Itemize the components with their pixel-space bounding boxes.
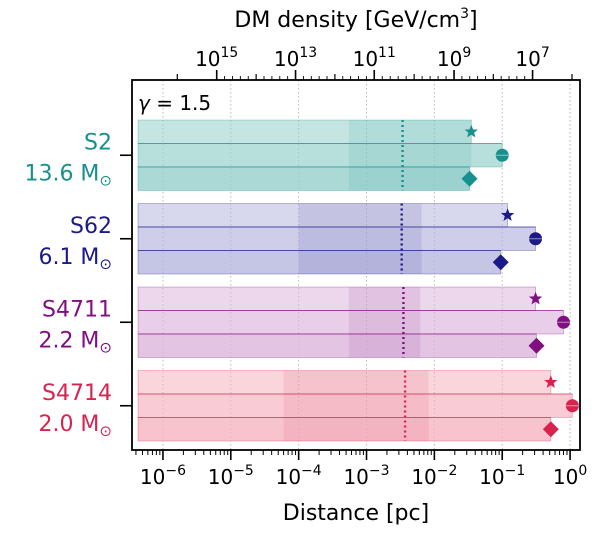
x2-tick-label-4: 107 <box>515 45 549 71</box>
s4711-bar-star <box>137 286 536 311</box>
s62-star-marker <box>500 208 515 221</box>
x-tick-label-3: 10−3 <box>343 463 389 489</box>
s62-diamond-marker <box>492 254 509 271</box>
s4711-star-marker <box>528 291 543 305</box>
s4714-star-marker <box>544 375 558 388</box>
x-tick-label-exp: −5 <box>233 463 254 479</box>
s4714-diamond-marker <box>542 421 559 438</box>
s4711-diamond-marker <box>528 337 545 354</box>
star-mass-symbol: ⊙ <box>99 171 112 189</box>
x2-tick-label-base: 10 <box>515 47 540 71</box>
x2-tick-label-exp: 13 <box>299 45 317 61</box>
star-mass-symbol: ⊙ <box>99 422 112 440</box>
x-tick-label-base: 10 <box>553 465 578 489</box>
s62-inner-range <box>298 203 422 274</box>
star-mass-s62: 6.1 M⊙ <box>38 245 112 273</box>
star-group-s4711 <box>402 287 571 358</box>
x-axis-label: Distance [pc] <box>283 501 429 526</box>
star-group-s2 <box>401 120 509 191</box>
labels-layer: Distance [pc] DM density [GeV/cm3] γ = 1… <box>138 6 478 526</box>
star-mass-s4711: 2.2 M⊙ <box>38 328 112 356</box>
x2-tick-label-2: 1011 <box>353 45 396 71</box>
x-tick-label-exp: −1 <box>505 463 526 479</box>
star-mass-s2: 13.6 M⊙ <box>24 161 112 189</box>
x2-tick-label-0: 1015 <box>195 45 238 71</box>
x2-axis-label: DM density [GeV/cm3] <box>234 6 477 33</box>
star-mass-value: 2.2 M <box>38 328 99 353</box>
s2-inner-range <box>348 120 472 191</box>
bands-layer <box>137 119 573 442</box>
x-tick-label-base: 10 <box>343 465 368 489</box>
star-mass-value: 6.1 M <box>38 245 99 270</box>
s2-diamond-marker <box>461 170 478 187</box>
s4711-bar-diamond <box>137 333 537 358</box>
star-name-s2: S2 <box>84 130 112 155</box>
x-tick-label-exp: −3 <box>369 463 390 479</box>
x-tick-label-5: 10−1 <box>479 463 525 489</box>
star-mass-s4714: 2.0 M⊙ <box>38 412 112 440</box>
x2-tick-label-3: 109 <box>437 45 471 71</box>
x-tick-label-exp: −2 <box>437 463 458 479</box>
star-group-s62 <box>400 203 543 274</box>
x-tick-label-6: 100 <box>553 463 587 489</box>
x-tick-label-4: 10−2 <box>411 463 457 489</box>
x2-tick-label-base: 10 <box>353 47 378 71</box>
x2-tick-label-exp: 15 <box>221 45 239 61</box>
x-tick-label-base: 10 <box>208 465 233 489</box>
gamma-annotation: γ = 1.5 <box>138 91 211 115</box>
x2-tick-label-exp: 11 <box>378 45 396 61</box>
x2-axis-label-end: ] <box>469 8 478 33</box>
x-tick-label-1: 10−5 <box>208 463 254 489</box>
gamma-value: = 1.5 <box>150 91 211 115</box>
gamma-symbol: γ <box>138 91 151 115</box>
x-tick-label-0: 10−6 <box>140 463 186 489</box>
x2-tick-label-base: 10 <box>437 47 462 71</box>
star-mass-value: 13.6 M <box>24 161 99 186</box>
x2-tick-label-base: 10 <box>195 47 220 71</box>
x2-axis-label-sup: 3 <box>460 6 469 22</box>
star-group-s4714 <box>403 370 579 441</box>
star-name-s4714: S4714 <box>42 381 112 406</box>
star-name-s62: S62 <box>70 214 112 239</box>
star-mass-symbol: ⊙ <box>99 338 112 356</box>
s2-star-marker <box>464 124 478 138</box>
s4711-inner-range <box>348 287 421 358</box>
s4714-inner-range <box>283 370 429 441</box>
x-tick-label-base: 10 <box>479 465 504 489</box>
star-mass-symbol: ⊙ <box>99 255 112 273</box>
marks-layer <box>400 120 579 441</box>
x-tick-label-base: 10 <box>276 465 301 489</box>
star-mass-value: 2.0 M <box>38 412 99 437</box>
x-tick-label-base: 10 <box>140 465 165 489</box>
x-tick-label-2: 10−4 <box>276 463 322 489</box>
x2-tick-label-exp: 9 <box>462 45 471 61</box>
x2-tick-label-1: 1013 <box>274 45 317 71</box>
x2-tick-label-base: 10 <box>274 47 299 71</box>
x2-tick-label-exp: 7 <box>541 45 550 61</box>
x2-axis-label-main: DM density [GeV/cm <box>234 8 460 33</box>
x-tick-label-base: 10 <box>411 465 436 489</box>
x-tick-label-exp: −6 <box>165 463 186 479</box>
star-name-s4711: S4711 <box>42 297 112 322</box>
x-tick-label-exp: −4 <box>301 463 322 479</box>
x-tick-label-exp: 0 <box>578 463 587 479</box>
